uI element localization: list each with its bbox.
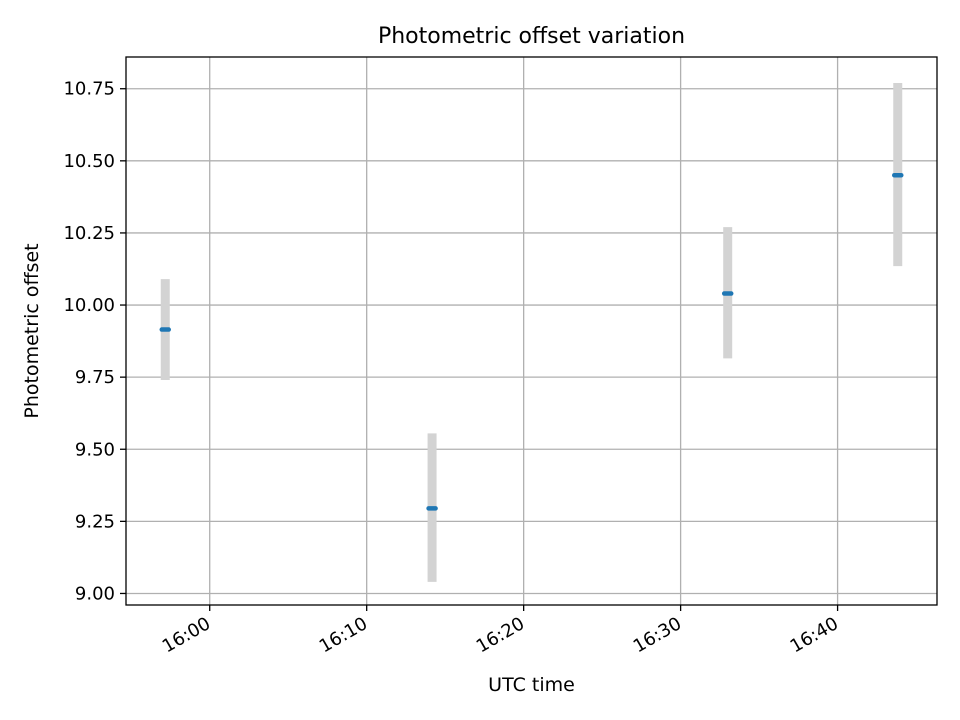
error-bars — [160, 82, 903, 582]
y-tick-label: 10.25 — [63, 223, 115, 244]
y-tick-label: 9.00 — [75, 583, 115, 604]
plot-frame — [125, 56, 938, 606]
y-axis-label: Photometric offset — [21, 243, 43, 418]
y-tick-label: 9.75 — [75, 367, 115, 388]
x-tick-label: 16:10 — [316, 613, 371, 657]
y-tick-label: 9.25 — [75, 511, 115, 532]
y-tick-label: 10.00 — [63, 295, 115, 316]
y-tick-label: 10.75 — [63, 79, 115, 100]
x-tick-label: 16:40 — [787, 613, 842, 657]
grid — [126, 57, 937, 605]
x-tick-label: 16:30 — [630, 613, 685, 657]
ticks: 16:00 16:10 16:20 16:30 16:40 9.00 9.25 9.50 9.7… — [63, 79, 842, 658]
x-tick-label: 16:00 — [159, 613, 214, 657]
data-points — [159, 173, 904, 511]
y-tick-label: 10.50 — [63, 151, 115, 172]
chart-title: Photometric offset variation — [378, 24, 685, 49]
y-tick-label: 9.50 — [75, 439, 115, 460]
x-axis-label: UTC time — [488, 674, 575, 696]
x-tick-label: 16:20 — [473, 613, 528, 657]
